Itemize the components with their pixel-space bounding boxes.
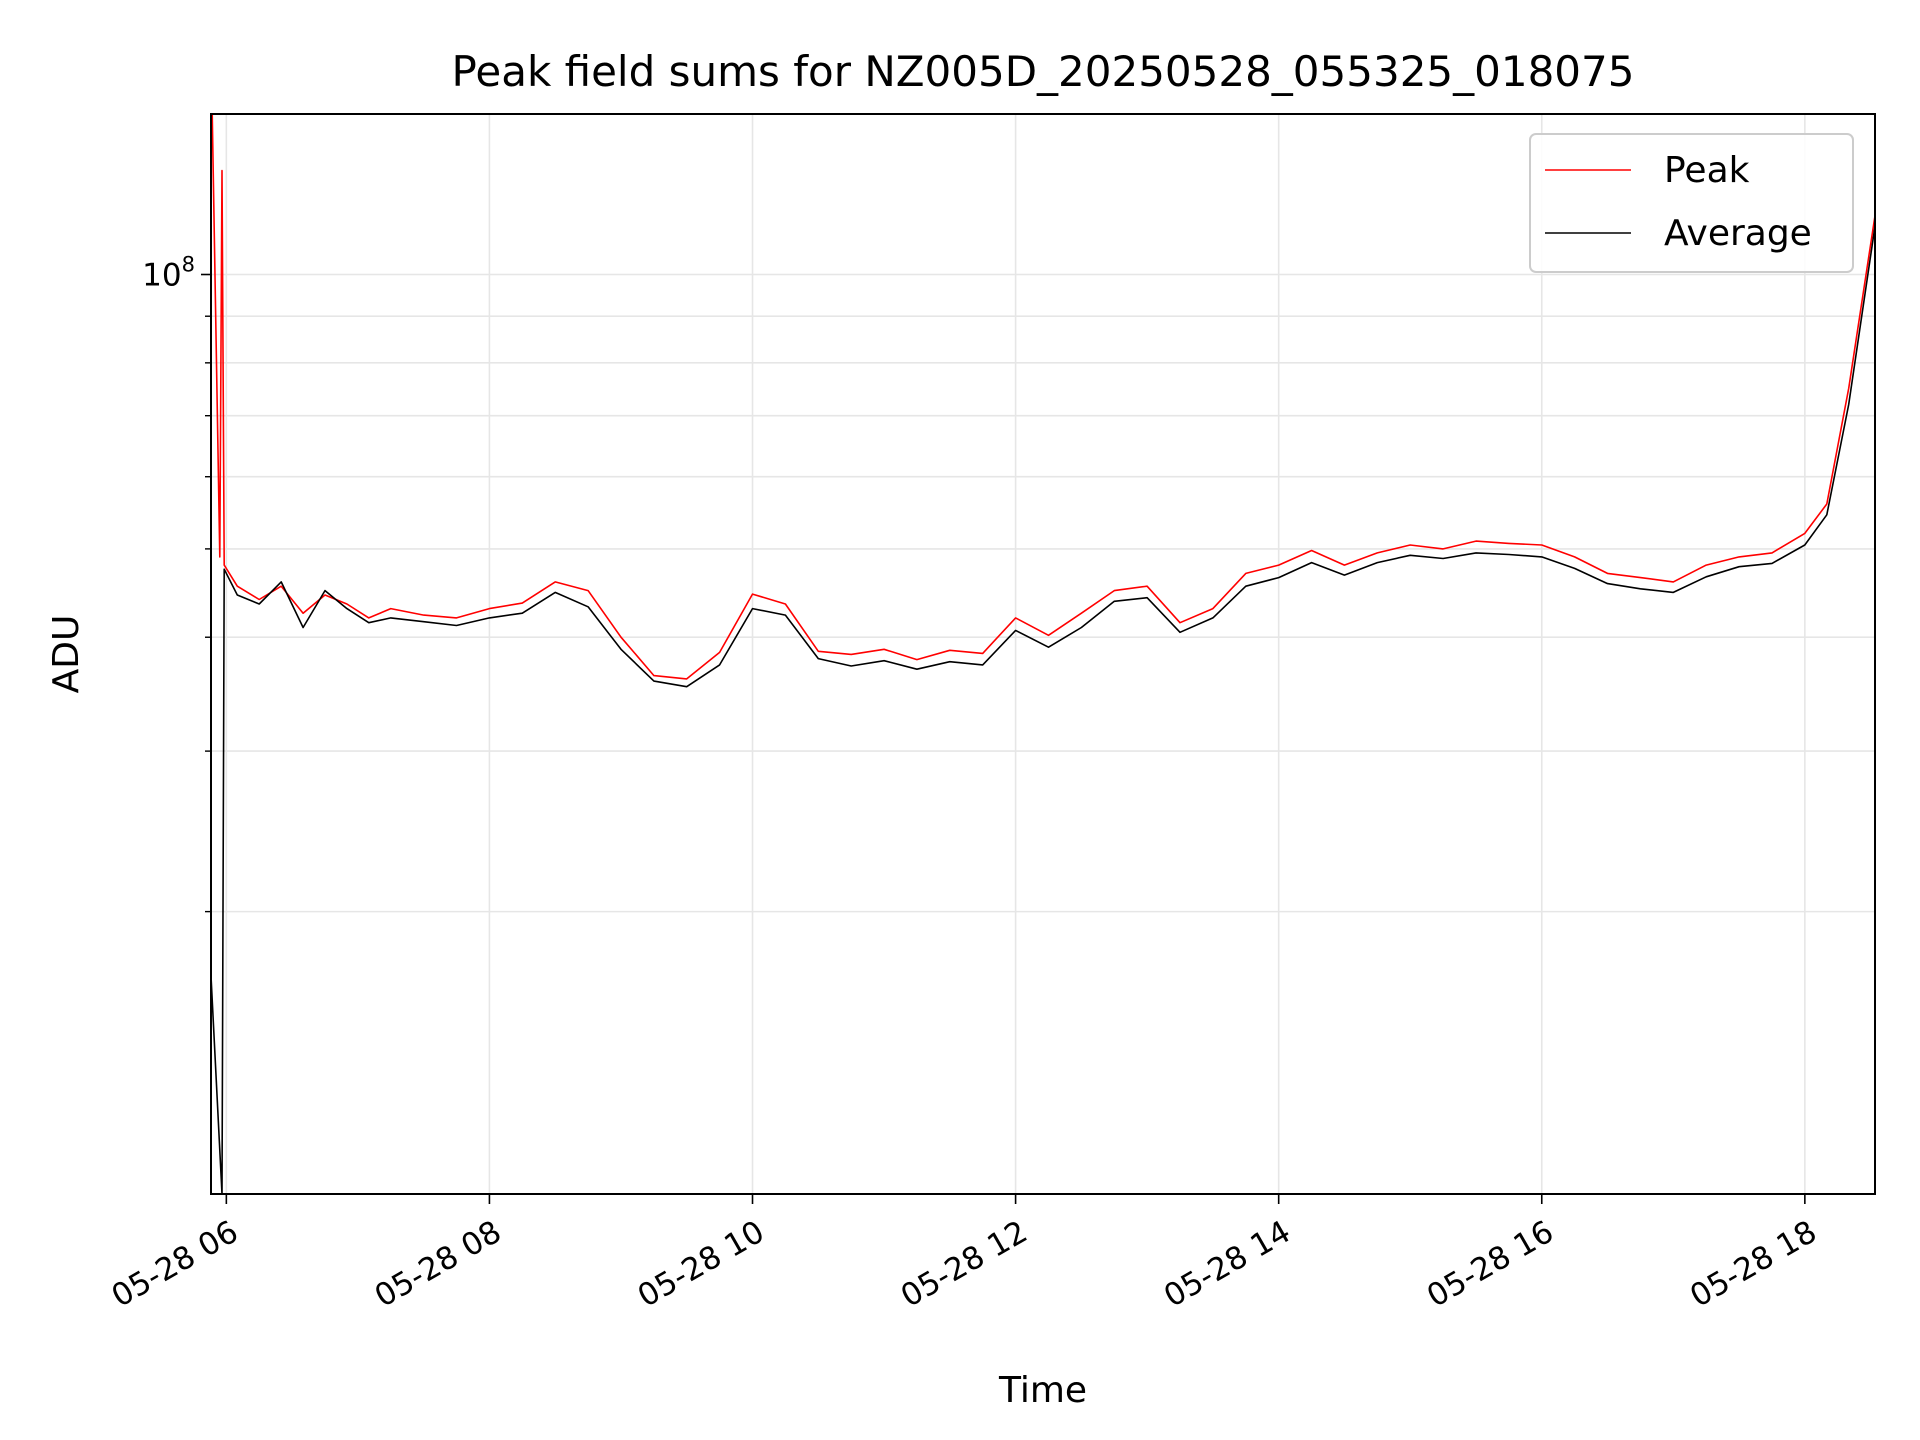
x-tick-label: 05-28 12	[895, 1214, 1034, 1315]
legend: Peak Average	[1529, 133, 1854, 273]
y-tick-label-base: 10	[142, 258, 181, 294]
legend-box	[1529, 133, 1854, 273]
x-tick-label: 05-28 14	[1158, 1214, 1297, 1315]
x-tick-label: 05-28 18	[1684, 1214, 1823, 1315]
legend-label-peak: Peak	[1664, 150, 1750, 191]
x-axis-label: Time	[998, 1370, 1087, 1411]
x-tick-label: 05-28 08	[369, 1214, 508, 1315]
x-tick-label: 05-28 10	[632, 1214, 771, 1315]
plot-frame	[210, 113, 1876, 1195]
y-axis-label: ADU	[46, 615, 87, 694]
x-tick-label: 05-28 16	[1421, 1214, 1560, 1315]
y-tick-label-exponent: 8	[182, 253, 195, 277]
legend-label-average: Average	[1664, 213, 1812, 254]
y-tick-label: 108	[142, 253, 195, 294]
series-line-average	[211, 225, 1875, 1194]
chart-title: Peak field sums for NZ005D_20250528_0553…	[452, 47, 1635, 96]
ticks: 05-28 06 05-28 08 05-28 10 05-28 12 05-28 14…	[106, 253, 1823, 1315]
series-layer	[211, 114, 1875, 1194]
series-line-peak	[211, 114, 1875, 680]
grid	[211, 114, 1875, 1194]
x-tick-label: 05-28 06	[106, 1214, 245, 1315]
